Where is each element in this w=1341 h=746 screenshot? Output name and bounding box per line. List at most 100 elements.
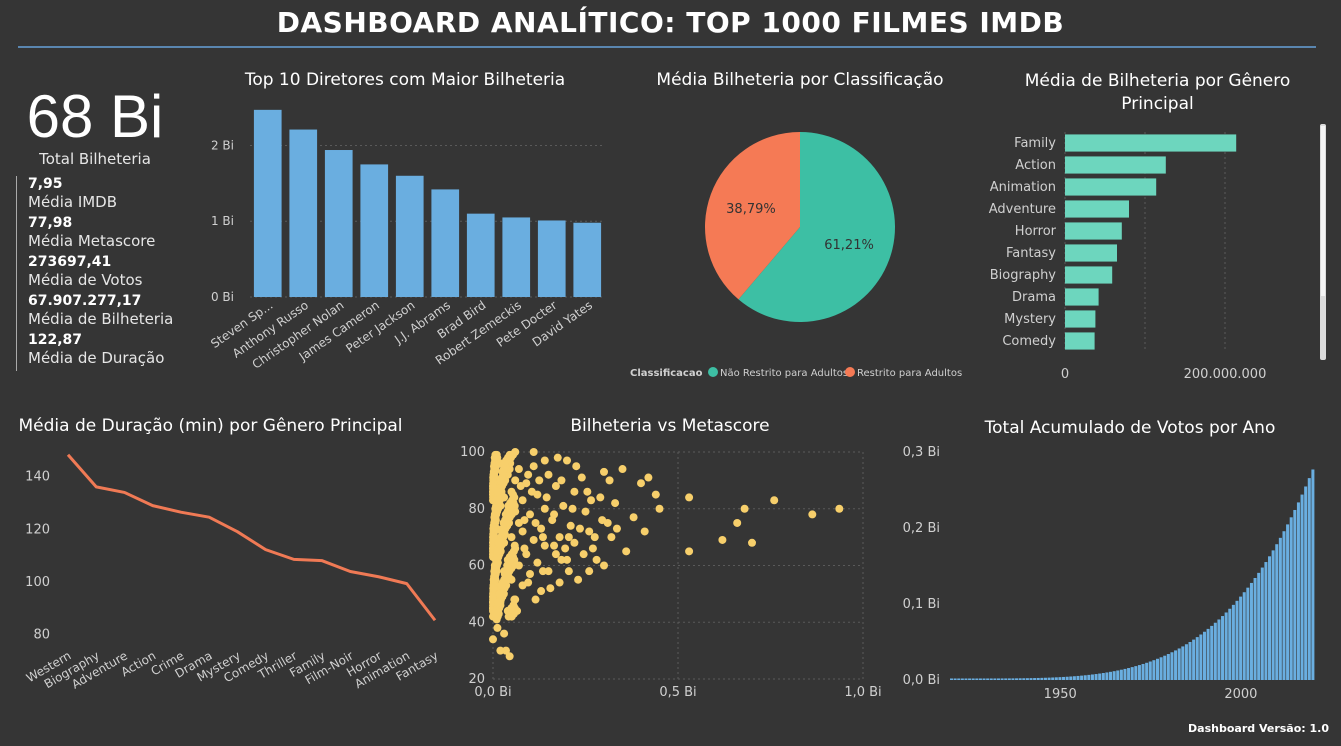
scatter-point bbox=[501, 646, 510, 655]
bar bbox=[1105, 672, 1109, 680]
title-divider bbox=[18, 46, 1316, 48]
bar bbox=[1174, 650, 1178, 680]
scatter-point bbox=[577, 473, 586, 482]
bar bbox=[960, 678, 964, 680]
scatter-point bbox=[504, 612, 513, 621]
scatter-point bbox=[497, 581, 506, 590]
bar bbox=[1257, 572, 1261, 680]
scatter-point bbox=[611, 499, 620, 508]
scatter-point bbox=[733, 518, 742, 527]
scatter-point bbox=[505, 552, 514, 561]
bar bbox=[1065, 676, 1069, 680]
bar bbox=[1213, 622, 1217, 680]
scatter-point bbox=[618, 465, 627, 474]
bar bbox=[1170, 652, 1174, 680]
bar bbox=[1145, 662, 1149, 680]
x-tick-label: 0,0 Bi bbox=[474, 685, 511, 700]
scatter-point bbox=[570, 538, 579, 547]
genre-chart-scrollbar-thumb[interactable] bbox=[1321, 126, 1325, 296]
scatter-point bbox=[524, 470, 533, 479]
bar bbox=[1195, 637, 1199, 680]
bar bbox=[1217, 619, 1221, 680]
scatter-point bbox=[600, 561, 608, 570]
scatter-point bbox=[540, 541, 549, 550]
scatter-point bbox=[489, 538, 498, 547]
scatter-point bbox=[555, 533, 564, 542]
bar bbox=[1275, 544, 1279, 680]
y-tick-label: 0,1 Bi bbox=[903, 597, 940, 612]
scatter-point bbox=[572, 462, 581, 471]
bar bbox=[395, 175, 424, 297]
bar bbox=[953, 678, 957, 680]
scatter-chart-title: Bilheteria vs Metascore bbox=[570, 416, 770, 436]
bar bbox=[1293, 509, 1297, 680]
scatter-point bbox=[553, 453, 562, 462]
scatter-point bbox=[748, 538, 756, 547]
scatter-point bbox=[504, 501, 513, 510]
bar bbox=[1018, 678, 1022, 680]
scatter-point bbox=[493, 487, 502, 496]
bar bbox=[1249, 582, 1253, 680]
classification-chart-title: Média Bilheteria por Classificação bbox=[656, 70, 944, 90]
bar bbox=[1210, 625, 1214, 680]
bar bbox=[1015, 678, 1019, 680]
y-tick-label: Horror bbox=[1015, 224, 1057, 239]
bar bbox=[1025, 678, 1029, 680]
scatter-point bbox=[500, 459, 509, 468]
bar bbox=[1137, 665, 1141, 680]
scatter-point bbox=[489, 584, 498, 593]
bar bbox=[1062, 676, 1066, 680]
scatter-point bbox=[529, 535, 538, 544]
bar bbox=[1022, 678, 1026, 680]
bar bbox=[1192, 639, 1196, 680]
kpi-label: Média de Votos bbox=[28, 271, 143, 289]
bar bbox=[993, 678, 997, 680]
kpi-label: Média de Duração bbox=[28, 349, 165, 367]
bar bbox=[466, 213, 495, 297]
scatter-point bbox=[540, 504, 549, 513]
scatter-point bbox=[526, 510, 534, 519]
kpi-label: Média IMDB bbox=[28, 193, 118, 211]
y-tick-label: Animation bbox=[990, 180, 1056, 195]
boxoffice-metascore-scatter-chart: 20 40 60 80 100 0,0 Bi 0,5 Bi 1,0 Bi bbox=[460, 445, 882, 700]
bar bbox=[1109, 671, 1113, 680]
scatter-point bbox=[533, 558, 542, 567]
scatter-point bbox=[489, 473, 498, 482]
y-tick-label: Fantasy bbox=[1006, 246, 1056, 261]
bar bbox=[1123, 668, 1127, 680]
bar bbox=[1065, 288, 1099, 306]
bar bbox=[982, 678, 986, 680]
scatter-point bbox=[518, 527, 527, 536]
y-tick-label: 0,2 Bi bbox=[903, 521, 940, 536]
kpi-value: 7,95 bbox=[28, 176, 63, 192]
scatter-point bbox=[518, 496, 527, 505]
scatter-point bbox=[590, 533, 599, 542]
kpi-value: 273697,41 bbox=[28, 254, 112, 270]
scatter-point bbox=[622, 547, 631, 556]
bar bbox=[1127, 668, 1131, 680]
bar bbox=[1069, 676, 1073, 680]
kpi-label: Média de Bilheteria bbox=[28, 310, 174, 328]
scatter-point bbox=[498, 467, 507, 476]
bar bbox=[1054, 677, 1058, 680]
y-tick-label: 80 bbox=[33, 628, 50, 643]
bar bbox=[431, 189, 460, 297]
pie-slice-label: 61,21% bbox=[824, 238, 874, 253]
x-tick-label: 200.000.000 bbox=[1184, 367, 1267, 382]
y-tick-label: 40 bbox=[468, 615, 485, 630]
scatter-point bbox=[491, 504, 500, 513]
bar bbox=[1231, 604, 1235, 680]
bar bbox=[1264, 562, 1268, 680]
bar bbox=[1199, 634, 1203, 680]
bar bbox=[986, 678, 990, 680]
kpi-label: Média Metascore bbox=[28, 232, 156, 250]
dashboard-title: DASHBOARD ANALÍTICO: TOP 1000 FILMES IMD… bbox=[276, 6, 1065, 39]
bar bbox=[1094, 674, 1098, 680]
scatter-point bbox=[497, 527, 506, 536]
kpi-item: 122,87 Média de Duração bbox=[28, 332, 208, 367]
bar bbox=[1300, 494, 1304, 680]
scatter-point bbox=[490, 453, 499, 462]
scatter-point bbox=[500, 570, 509, 579]
scatter-point bbox=[489, 524, 498, 533]
duration-line-chart: 80100120140WesternBiographyAdventureActi… bbox=[24, 453, 440, 692]
